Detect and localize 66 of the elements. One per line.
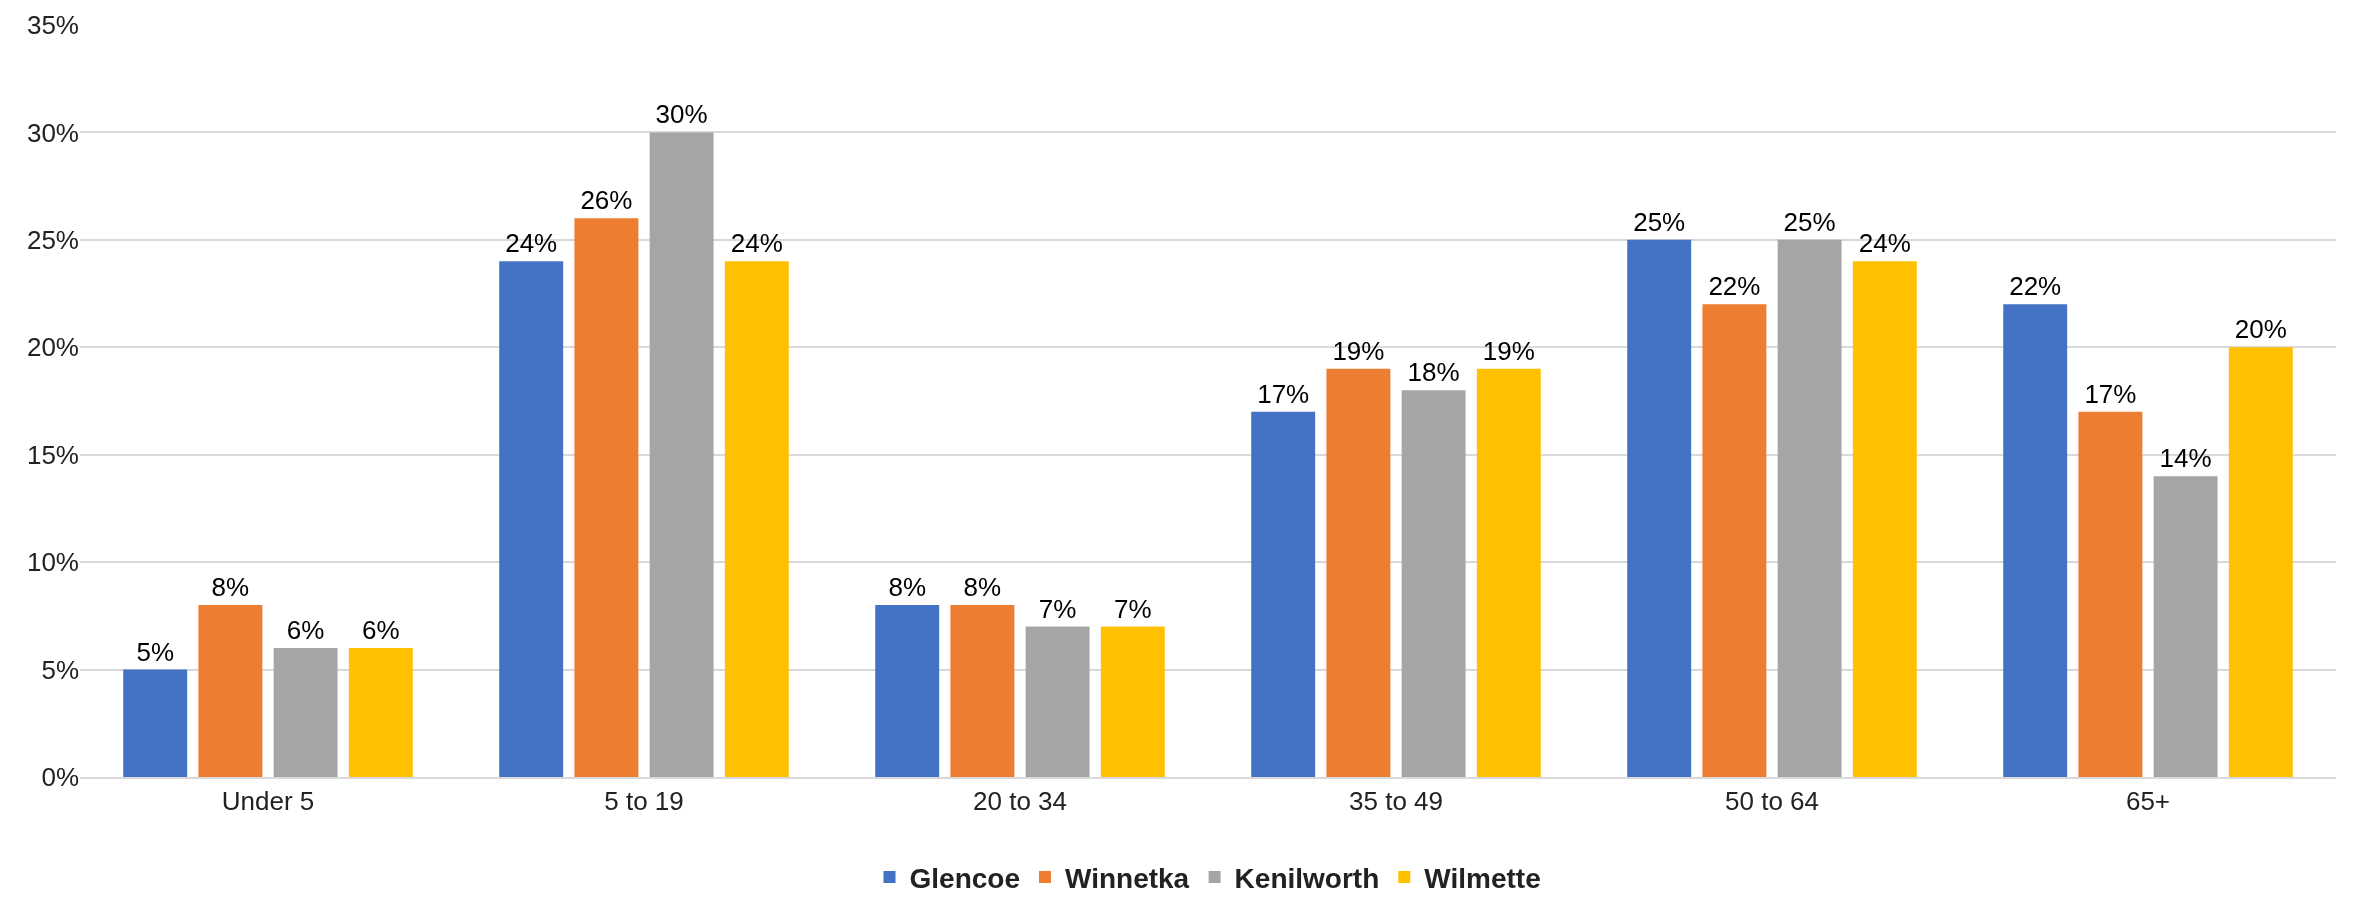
x-tick-label: 65+ bbox=[2125, 785, 2171, 816]
data-label: 6% bbox=[362, 615, 400, 646]
bar bbox=[649, 132, 714, 777]
data-label: 20% bbox=[2234, 314, 2287, 345]
bar bbox=[198, 605, 263, 777]
y-tick-label: 0% bbox=[41, 762, 79, 793]
y-tick-label: 15% bbox=[26, 439, 79, 470]
data-label: 25% bbox=[1783, 206, 1836, 237]
bar bbox=[1852, 261, 1917, 777]
legend-label: Glencoe bbox=[909, 862, 1020, 894]
bar bbox=[273, 648, 338, 777]
y-tick-label: 35% bbox=[26, 10, 79, 41]
bar bbox=[1025, 626, 1090, 777]
x-tick-label: 35 to 49 bbox=[1349, 785, 1443, 816]
data-label: 25% bbox=[1633, 206, 1686, 237]
bar bbox=[950, 605, 1015, 777]
bar bbox=[123, 669, 188, 777]
data-label: 7% bbox=[1038, 593, 1077, 624]
x-tick-label: 20 to 34 bbox=[973, 785, 1067, 816]
data-label: 30% bbox=[655, 99, 708, 130]
data-label: 5% bbox=[136, 636, 174, 667]
legend-label: Kenilworth bbox=[1234, 862, 1380, 894]
data-label: 8% bbox=[963, 572, 1002, 603]
x-tick-label: 5 to 19 bbox=[604, 785, 684, 816]
bar bbox=[348, 648, 413, 777]
data-label: 24% bbox=[730, 228, 783, 259]
bar bbox=[724, 261, 789, 777]
bar bbox=[2078, 411, 2143, 777]
data-label: 19% bbox=[1332, 335, 1385, 366]
y-tick-label: 20% bbox=[26, 332, 79, 363]
data-label: 26% bbox=[580, 185, 633, 216]
bar bbox=[1777, 239, 1842, 777]
bar bbox=[1401, 390, 1466, 777]
bar bbox=[1476, 368, 1541, 777]
data-label: 18% bbox=[1407, 357, 1460, 388]
y-tick-label: 25% bbox=[26, 224, 79, 255]
bar bbox=[574, 218, 639, 777]
data-label: 8% bbox=[211, 572, 250, 603]
x-tick-label: 50 to 64 bbox=[1725, 785, 1819, 816]
bar bbox=[2228, 347, 2293, 777]
data-label: 24% bbox=[505, 228, 558, 259]
data-label: 17% bbox=[1257, 378, 1310, 409]
bar bbox=[1100, 626, 1165, 777]
data-label: 8% bbox=[888, 572, 926, 603]
bar bbox=[1251, 411, 1316, 777]
bar bbox=[2153, 476, 2218, 777]
data-label: 6% bbox=[286, 615, 325, 646]
data-label: 22% bbox=[2009, 271, 2062, 302]
bar bbox=[1702, 304, 1767, 777]
bar bbox=[499, 261, 564, 777]
bar bbox=[1326, 368, 1391, 777]
legend-label: Winnetka bbox=[1064, 862, 1190, 894]
y-tick-label: 30% bbox=[26, 117, 79, 148]
bar bbox=[2003, 304, 2068, 777]
data-label: 7% bbox=[1114, 593, 1152, 624]
bar bbox=[1627, 239, 1692, 777]
data-label: 22% bbox=[1708, 271, 1761, 302]
legend-label: Wilmette bbox=[1424, 862, 1541, 894]
y-tick-label: 10% bbox=[26, 547, 79, 578]
bar bbox=[875, 605, 940, 777]
data-label: 14% bbox=[2159, 443, 2212, 474]
data-label: 19% bbox=[1482, 335, 1535, 366]
x-tick-label: Under 5 bbox=[221, 785, 315, 816]
y-tick-label: 5% bbox=[41, 654, 79, 685]
data-label: 17% bbox=[2084, 378, 2137, 409]
data-label: 24% bbox=[1858, 228, 1911, 259]
